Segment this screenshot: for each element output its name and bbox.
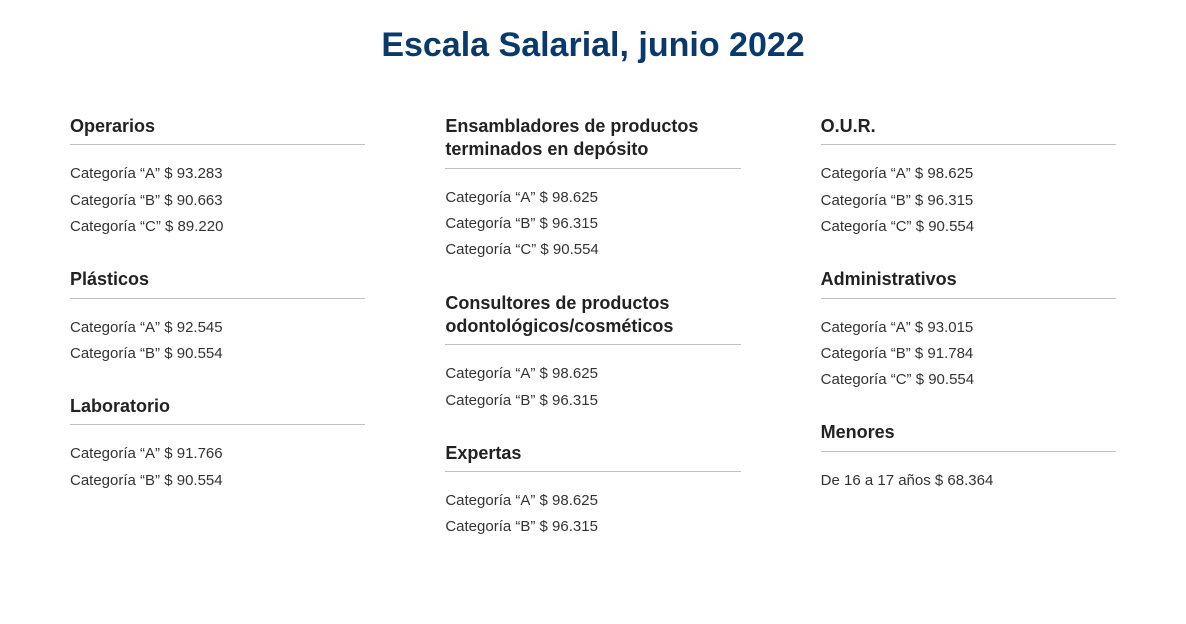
salary-row: Categoría “C” $ 90.554 [821, 214, 1116, 240]
section-title: Consultores de productos odontológicos/c… [445, 292, 740, 346]
row-label: Categoría “A” [70, 445, 160, 462]
row-label: Categoría “C” [821, 218, 912, 235]
salary-row: Categoría “B” $ 90.554 [70, 341, 365, 367]
salary-row: Categoría “C” $ 89.220 [70, 214, 365, 240]
row-value: $ 98.625 [915, 165, 973, 182]
row-value: $ 96.315 [540, 215, 598, 232]
row-label: Categoría “B” [70, 192, 160, 209]
section-administrativos: Administrativos Categoría “A” $ 93.015 C… [821, 268, 1116, 393]
salary-row: Categoría “A” $ 98.625 [445, 361, 740, 387]
row-value: $ 96.315 [540, 392, 598, 409]
section-consultores: Consultores de productos odontológicos/c… [445, 292, 740, 414]
row-label: Categoría “A” [445, 189, 535, 206]
row-label: Categoría “B” [445, 392, 535, 409]
column-2: O.U.R. Categoría “A” $ 98.625 Categoría … [821, 115, 1116, 569]
row-label: Categoría “C” [70, 218, 161, 235]
salary-row: Categoría “A” $ 98.625 [445, 488, 740, 514]
row-label: Categoría “A” [70, 165, 160, 182]
row-label: Categoría “B” [70, 472, 160, 489]
salary-row: Categoría “B” $ 96.315 [445, 388, 740, 414]
section-menores: Menores De 16 a 17 años $ 68.364 [821, 421, 1116, 494]
row-label: Categoría “A” [821, 165, 911, 182]
section-title: Plásticos [70, 268, 365, 298]
row-value: $ 90.554 [164, 472, 222, 489]
row-value: $ 96.315 [540, 518, 598, 535]
row-value: $ 92.545 [164, 319, 222, 336]
row-value: $ 90.554 [540, 241, 598, 258]
row-value: $ 68.364 [935, 472, 993, 489]
row-value: $ 90.554 [164, 345, 222, 362]
salary-row: Categoría “C” $ 90.554 [821, 367, 1116, 393]
row-value: $ 90.554 [916, 218, 974, 235]
row-value: $ 90.663 [164, 192, 222, 209]
row-value: $ 98.625 [540, 189, 598, 206]
section-laboratorio: Laboratorio Categoría “A” $ 91.766 Categ… [70, 395, 365, 494]
salary-row: Categoría “B” $ 91.784 [821, 341, 1116, 367]
row-value: $ 98.625 [540, 365, 598, 382]
salary-row: Categoría “A” $ 93.283 [70, 161, 365, 187]
salary-row: Categoría “A” $ 93.015 [821, 315, 1116, 341]
row-label: Categoría “A” [70, 319, 160, 336]
row-label: Categoría “A” [821, 319, 911, 336]
row-label: Categoría “B” [445, 518, 535, 535]
row-label: Categoría “C” [445, 241, 536, 258]
salary-row: Categoría “A” $ 98.625 [445, 185, 740, 211]
salary-row: Categoría “B” $ 96.315 [445, 211, 740, 237]
salary-row: Categoría “B” $ 90.554 [70, 468, 365, 494]
section-ensambladores: Ensambladores de productos terminados en… [445, 115, 740, 264]
row-label: Categoría “A” [445, 492, 535, 509]
row-label: Categoría “B” [821, 192, 911, 209]
row-value: $ 93.015 [915, 319, 973, 336]
section-plasticos: Plásticos Categoría “A” $ 92.545 Categor… [70, 268, 365, 367]
section-title: Operarios [70, 115, 365, 145]
row-value: $ 91.784 [915, 345, 973, 362]
section-title: O.U.R. [821, 115, 1116, 145]
salary-row: Categoría “A” $ 92.545 [70, 315, 365, 341]
row-label: Categoría “B” [821, 345, 911, 362]
row-label: Categoría “B” [70, 345, 160, 362]
row-label: Categoría “A” [445, 365, 535, 382]
salary-row: Categoría “A” $ 91.766 [70, 441, 365, 467]
row-label: Categoría “B” [445, 215, 535, 232]
section-expertas: Expertas Categoría “A” $ 98.625 Categorí… [445, 442, 740, 541]
section-operarios: Operarios Categoría “A” $ 93.283 Categor… [70, 115, 365, 240]
row-value: $ 90.554 [916, 371, 974, 388]
section-title: Menores [821, 421, 1116, 451]
row-value: $ 91.766 [164, 445, 222, 462]
column-0: Operarios Categoría “A” $ 93.283 Categor… [70, 115, 365, 569]
salary-columns: Operarios Categoría “A” $ 93.283 Categor… [0, 115, 1186, 569]
section-title: Expertas [445, 442, 740, 472]
row-value: $ 96.315 [915, 192, 973, 209]
section-title: Ensambladores de productos terminados en… [445, 115, 740, 169]
row-value: $ 93.283 [164, 165, 222, 182]
salary-row: De 16 a 17 años $ 68.364 [821, 468, 1116, 494]
page-title: Escala Salarial, junio 2022 [0, 0, 1186, 115]
section-title: Laboratorio [70, 395, 365, 425]
row-value: $ 98.625 [540, 492, 598, 509]
salary-row: Categoría “B” $ 96.315 [821, 188, 1116, 214]
column-1: Ensambladores de productos terminados en… [445, 115, 740, 569]
salary-row: Categoría “C” $ 90.554 [445, 237, 740, 263]
salary-row: Categoría “B” $ 96.315 [445, 514, 740, 540]
section-our: O.U.R. Categoría “A” $ 98.625 Categoría … [821, 115, 1116, 240]
salary-row: Categoría “A” $ 98.625 [821, 161, 1116, 187]
section-title: Administrativos [821, 268, 1116, 298]
row-label: De 16 a 17 años [821, 472, 931, 489]
salary-row: Categoría “B” $ 90.663 [70, 188, 365, 214]
row-value: $ 89.220 [165, 218, 223, 235]
row-label: Categoría “C” [821, 371, 912, 388]
